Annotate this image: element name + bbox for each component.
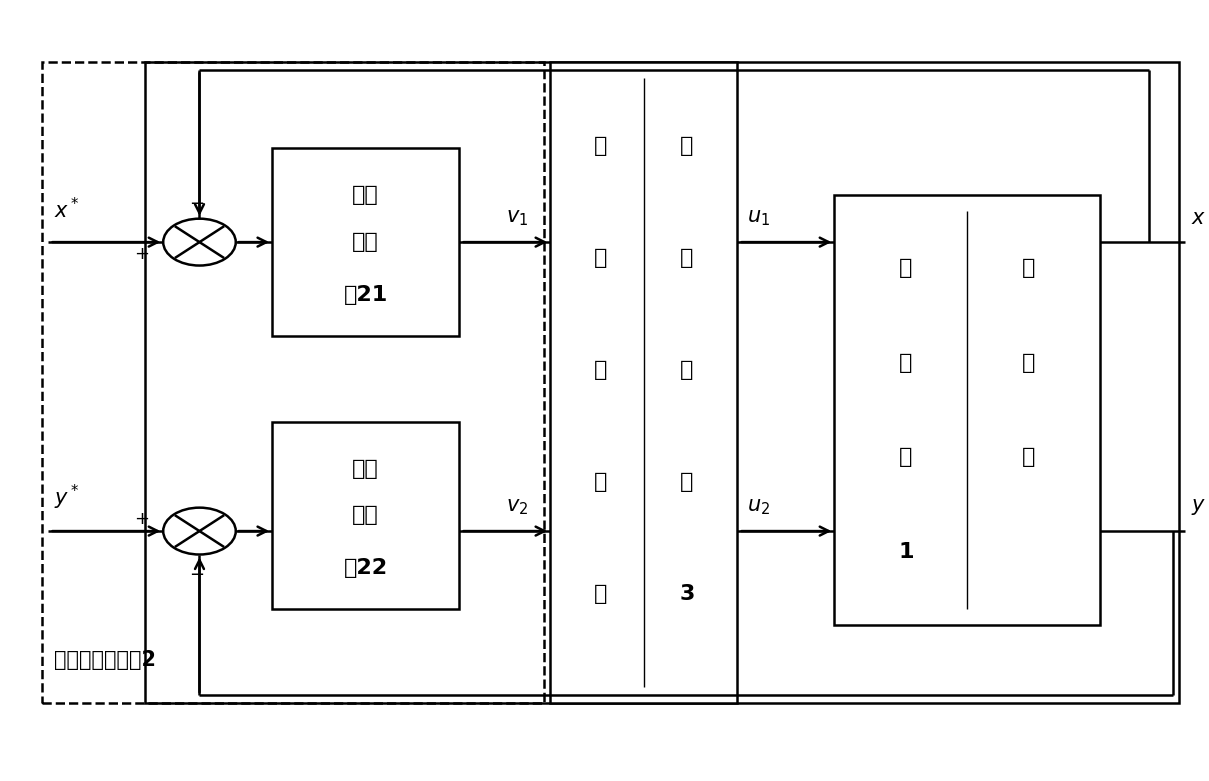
Bar bbox=[42, 62, 544, 703]
Text: $+$: $+$ bbox=[134, 510, 149, 529]
Text: 位置: 位置 bbox=[352, 458, 380, 479]
Text: 控制: 控制 bbox=[352, 232, 380, 252]
Text: 合: 合 bbox=[1022, 259, 1035, 278]
Text: 象: 象 bbox=[1022, 448, 1035, 467]
Text: 控: 控 bbox=[1022, 353, 1035, 373]
Bar bbox=[550, 62, 737, 703]
Text: 精: 精 bbox=[594, 136, 607, 155]
Text: $v_2$: $v_2$ bbox=[507, 497, 528, 517]
Text: 耦: 耦 bbox=[594, 472, 607, 492]
Bar bbox=[272, 148, 459, 336]
Text: $u_1$: $u_1$ bbox=[747, 208, 770, 228]
Text: $u_2$: $u_2$ bbox=[747, 497, 770, 517]
Text: 线: 线 bbox=[594, 248, 607, 268]
Bar bbox=[272, 422, 459, 609]
Text: 器21: 器21 bbox=[343, 284, 388, 305]
Text: 1: 1 bbox=[898, 542, 914, 562]
Bar bbox=[145, 62, 1179, 703]
Text: $x^*$: $x^*$ bbox=[54, 198, 80, 223]
Text: $y^*$: $y^*$ bbox=[54, 483, 80, 512]
Text: $-$: $-$ bbox=[190, 564, 204, 582]
Text: 系: 系 bbox=[681, 472, 694, 492]
Text: $x$: $x$ bbox=[1191, 208, 1205, 228]
Text: 统: 统 bbox=[594, 584, 607, 604]
Text: $-$: $-$ bbox=[190, 193, 204, 211]
Text: 被: 被 bbox=[899, 353, 913, 373]
Text: 解: 解 bbox=[681, 360, 694, 380]
Text: 控制: 控制 bbox=[352, 505, 380, 526]
Bar bbox=[834, 195, 1100, 625]
Text: 器22: 器22 bbox=[343, 558, 388, 578]
Text: 化: 化 bbox=[594, 360, 607, 380]
Text: 性: 性 bbox=[681, 248, 694, 268]
Text: $y$: $y$ bbox=[1191, 497, 1205, 517]
Text: 3: 3 bbox=[679, 584, 695, 604]
Text: 位置: 位置 bbox=[352, 185, 380, 205]
Text: 对: 对 bbox=[899, 448, 913, 467]
Text: $v_1$: $v_1$ bbox=[507, 208, 528, 228]
Text: 线性闭环控制器2: 线性闭环控制器2 bbox=[54, 650, 156, 670]
Text: 复: 复 bbox=[899, 259, 913, 278]
Text: $+$: $+$ bbox=[134, 244, 149, 263]
Text: 确: 确 bbox=[681, 136, 694, 155]
